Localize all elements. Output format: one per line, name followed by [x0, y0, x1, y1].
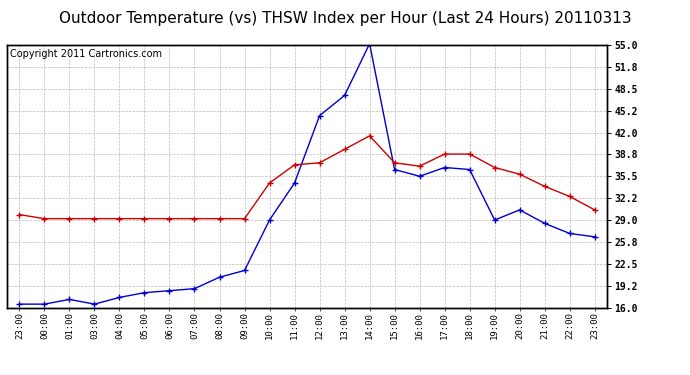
- Text: Outdoor Temperature (vs) THSW Index per Hour (Last 24 Hours) 20110313: Outdoor Temperature (vs) THSW Index per …: [59, 11, 631, 26]
- Text: Copyright 2011 Cartronics.com: Copyright 2011 Cartronics.com: [10, 49, 162, 59]
